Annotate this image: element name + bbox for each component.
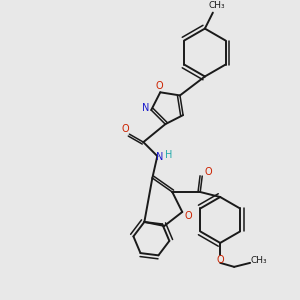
Text: O: O xyxy=(184,211,192,221)
Text: CH₃: CH₃ xyxy=(251,256,267,266)
Text: N: N xyxy=(142,103,149,113)
Text: N: N xyxy=(156,152,163,162)
Text: O: O xyxy=(122,124,129,134)
Text: O: O xyxy=(155,81,163,91)
Text: O: O xyxy=(216,255,224,265)
Text: H: H xyxy=(165,150,172,160)
Text: O: O xyxy=(204,167,212,177)
Text: CH₃: CH₃ xyxy=(208,1,225,10)
